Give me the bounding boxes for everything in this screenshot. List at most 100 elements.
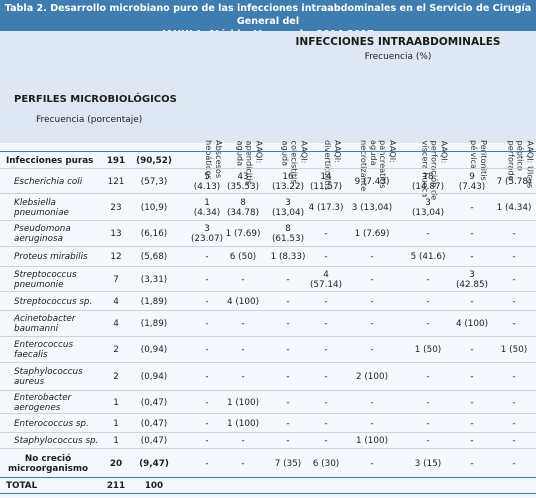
value-cell: - — [450, 345, 494, 355]
percent-cell: (1,89) — [140, 296, 168, 307]
value-line: (11.57) — [309, 181, 343, 192]
value-line: - — [205, 397, 209, 408]
value-cell: - — [266, 345, 310, 355]
value-line: 9 — [469, 171, 475, 182]
value-cell: - — [406, 398, 450, 408]
value-line: 1 — [204, 197, 210, 208]
value-cell: 1 (50) — [406, 345, 450, 355]
row-label-line: Pseudomona — [14, 224, 71, 234]
percent-cell: (0,94) — [140, 372, 168, 382]
value-line: 8 — [240, 197, 246, 208]
value-cell: - — [266, 436, 310, 446]
value-cell: 8 (34.78) — [221, 198, 265, 218]
value-line: 1 (100) — [226, 418, 260, 429]
value-cell: 3 (13,04) — [266, 198, 310, 218]
value-line: 7 (35) — [274, 458, 302, 469]
count-cell: 2 — [113, 372, 119, 382]
value-line: 1 (7.69) — [354, 229, 390, 239]
value-cell: 1 (7.69) — [350, 229, 394, 239]
value-line: - — [370, 319, 374, 329]
table-bottom-rule — [0, 493, 536, 494]
count-cell: 23 — [110, 202, 122, 213]
value-line: - — [470, 418, 474, 429]
value-line: - — [426, 418, 430, 429]
value-line: - — [370, 274, 374, 285]
value-cell: 4 (100) — [450, 319, 494, 329]
value-cell: - — [406, 372, 450, 382]
value-cell: - — [492, 319, 536, 329]
value-line: - — [286, 319, 290, 329]
value-cell: - — [450, 372, 494, 382]
value-line: - — [205, 458, 209, 469]
row-label-line: Streptococcus sp. — [14, 296, 93, 307]
percent-cell: 100 — [144, 481, 164, 491]
value-cell: 9 (7.43) — [450, 172, 494, 192]
row-label-line: TOTAL — [6, 481, 38, 491]
value-line: - — [205, 436, 209, 446]
value-line: - — [286, 418, 290, 429]
row-label: Proteus mirabilis — [14, 252, 88, 262]
value-line: - — [512, 252, 516, 262]
row-label-line: Streptococcus — [14, 269, 77, 280]
value-line: - — [370, 296, 374, 307]
value-cell: 16 (13.22) — [266, 172, 310, 192]
percent-cell: (57,3) — [140, 176, 168, 187]
value-cell: 7 (5.78) — [492, 177, 536, 187]
value-line: 3 — [425, 197, 431, 208]
value-cell: - — [266, 297, 310, 307]
value-cell: - — [304, 372, 348, 382]
row-label-line: aureus — [14, 377, 45, 387]
value-line: - — [205, 252, 209, 262]
value-line: 3 (15) — [414, 458, 442, 469]
value-cell: 3 (15) — [406, 459, 450, 469]
value-cell: - — [350, 252, 394, 262]
table-row: Streptococcus sp. 4 (1,89) - 4 (100) - - - - - - — [0, 291, 536, 311]
value-line: - — [470, 229, 474, 239]
value-line: (13.22) — [271, 181, 305, 192]
row-label-line: Enterococcus sp. — [14, 418, 89, 429]
value-cell: - — [406, 419, 450, 429]
value-line: - — [512, 458, 516, 469]
value-cell: - — [492, 275, 536, 285]
value-cell: - — [185, 419, 229, 429]
value-line: 16 — [282, 171, 294, 182]
table-row: Pseudomona aeruginosa 13 (6,16) 3 (23.07) 1 (7… — [0, 220, 536, 247]
value-line: - — [470, 345, 474, 355]
percent-cell: (0,47) — [140, 397, 168, 408]
value-line: (34.78) — [226, 207, 260, 218]
value-line: - — [370, 458, 374, 469]
value-line: 6 (30) — [312, 458, 340, 469]
value-line: 3 (13,04) — [351, 202, 393, 213]
value-line: - — [324, 397, 328, 408]
value-cell: 1 (7.69) — [221, 229, 265, 239]
row-label: Klebsiella pneumoniae — [14, 198, 69, 218]
value-cell: - — [185, 275, 229, 285]
value-cell: - — [350, 297, 394, 307]
value-line: - — [512, 372, 516, 382]
value-cell: - — [350, 398, 394, 408]
value-cell: - — [185, 319, 229, 329]
value-line: 1 (8.33) — [270, 252, 306, 262]
col-abscesos-header: Abscesos hepáticos — [198, 48, 224, 180]
value-line: 3 — [469, 269, 475, 280]
value-cell: - — [492, 436, 536, 446]
value-line: - — [426, 274, 430, 285]
percent-cell: (0,94) — [140, 345, 168, 355]
value-line: - — [426, 229, 430, 239]
value-line: - — [426, 436, 430, 446]
table-row: Klebsiella pneumoniae 23 (10,9) 1 (4.34) 8 (34.… — [0, 193, 536, 221]
row-label: TOTAL — [6, 481, 37, 491]
value-cell: - — [492, 459, 536, 469]
value-cell: - — [221, 275, 265, 285]
value-line: 1 (100) — [355, 436, 389, 446]
count-cell: 12 — [110, 252, 122, 262]
value-cell: - — [350, 345, 394, 355]
value-line: - — [205, 274, 209, 285]
value-cell: - — [304, 252, 348, 262]
row-label: Escherichia coli — [14, 177, 82, 187]
value-line: - — [370, 345, 374, 355]
row-label-line: Staphylococcus — [14, 367, 83, 377]
row-label-line: Infecciones puras — [6, 155, 94, 166]
percent-cell: (5,68) — [140, 252, 168, 262]
